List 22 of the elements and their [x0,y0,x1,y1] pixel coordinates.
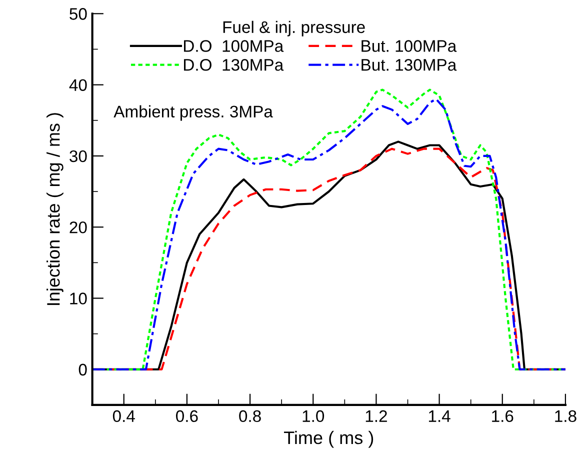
y-axis-title: Injection rate ( mg / ms ) [46,113,64,305]
x-tick-label: 1.0 [302,410,324,422]
x-tick-label: 1.4 [428,410,450,422]
x-tick-label: 0.6 [176,410,198,422]
x-axis-title: Time ( ms ) [284,430,374,448]
y-tick-label: 50 [70,8,87,20]
annotation: Ambient press. 3MPa [114,105,273,121]
x-tick-label: 1.2 [366,410,387,422]
x-tick-label: 1.8 [555,410,576,422]
legend-title: Fuel & inj. pressure [223,20,365,36]
y-tick-label: 20 [70,221,87,234]
y-tick-label: 40 [69,79,87,91]
legend-label: But. 130MPa [362,59,457,71]
x-tick-label: 0.8 [239,410,261,422]
legend-label: D.O 100MPa [184,40,284,52]
y-tick-label: 0 [78,364,87,376]
x-tick-label: 1.6 [492,410,514,422]
y-tick-label: 30 [70,150,87,162]
legend-label: D.O 130MPa [184,59,284,71]
y-tick-label: 10 [70,292,87,304]
legend-label: But. 100MPa [362,40,457,52]
x-tick-label: 0.4 [112,410,135,422]
